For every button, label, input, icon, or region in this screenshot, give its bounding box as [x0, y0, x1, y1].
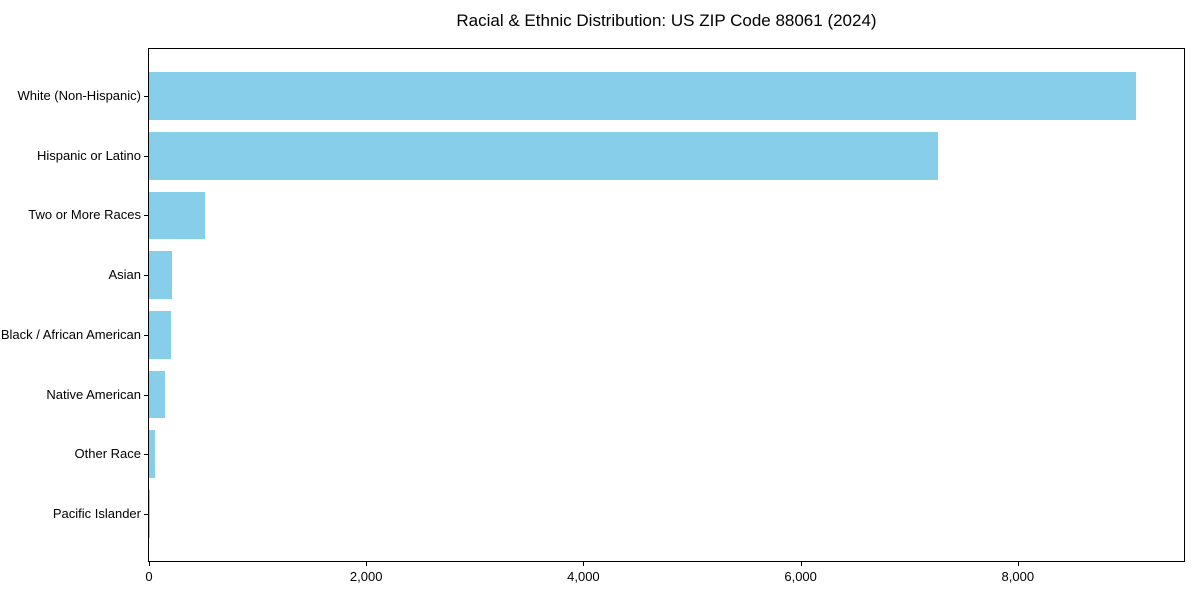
- plot-area: [148, 48, 1185, 562]
- chart-title: Racial & Ethnic Distribution: US ZIP Cod…: [456, 11, 877, 30]
- x-tick-mark: [800, 562, 802, 566]
- bar-native-american: [149, 370, 165, 419]
- x-tick-mark: [583, 562, 585, 566]
- bar-other-race: [149, 430, 155, 479]
- x-tick-mark: [1017, 562, 1019, 566]
- y-tick-label-native-american: Native American: [46, 386, 141, 402]
- y-tick-mark: [144, 334, 148, 336]
- x-tick-mark: [366, 562, 368, 566]
- y-tick-mark: [144, 96, 148, 98]
- x-tick-label-4000: 4,000: [567, 569, 600, 584]
- bar-black-african-american: [149, 310, 171, 359]
- bar-two-or-more-races: [149, 191, 206, 240]
- y-tick-mark: [144, 513, 148, 515]
- y-tick-label-hispanic-or-latino: Hispanic or Latino: [36, 147, 141, 163]
- x-tick-label-8000: 8,000: [1001, 569, 1035, 584]
- y-tick-label-pacific-islander: Pacific Islander: [52, 505, 141, 521]
- y-tick-label-black-african-american: Black / African American: [0, 326, 141, 342]
- y-tick-mark: [144, 454, 148, 456]
- x-tick-label-2000: 2,000: [349, 569, 383, 584]
- x-tick-label-6000: 6,000: [784, 569, 817, 584]
- y-tick-label-white-non-hispanic: White (Non-Hispanic): [17, 88, 141, 104]
- x-tick-label-0: 0: [145, 569, 153, 584]
- y-tick-mark: [144, 394, 148, 396]
- y-tick-mark: [144, 275, 148, 277]
- y-tick-label-two-or-more-races: Two or More Races: [28, 207, 141, 223]
- bar-asian: [149, 251, 173, 300]
- y-tick-mark: [144, 155, 148, 157]
- y-tick-label-other-race: Other Race: [74, 446, 141, 462]
- x-tick-mark: [149, 562, 150, 566]
- y-tick-mark: [144, 215, 148, 217]
- bar-pacific-islander: [149, 489, 150, 538]
- bar-white-non-hispanic: [149, 72, 1136, 120]
- y-tick-label-asian: Asian: [108, 267, 141, 283]
- bar-hispanic-or-latino: [149, 131, 938, 180]
